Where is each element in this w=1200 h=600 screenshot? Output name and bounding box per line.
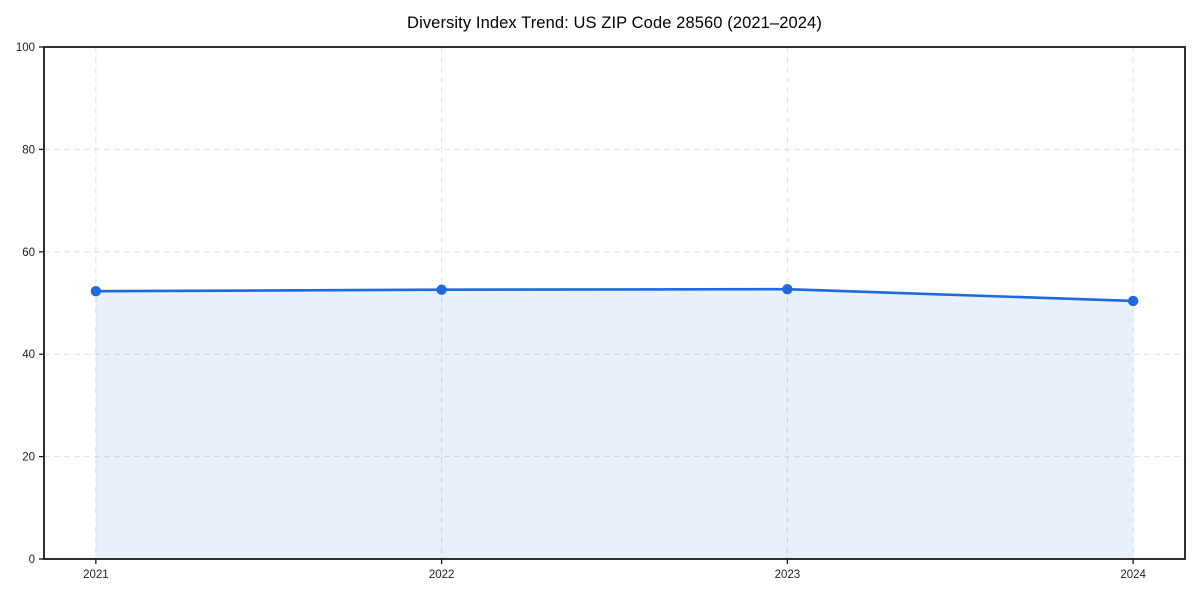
x-tick-label: 2023 [775,569,801,581]
plot-border [43,46,1186,560]
y-tick-label: 0 [29,554,35,566]
x-tick-label: 2021 [83,569,109,581]
data-point-2023 [782,283,793,295]
y-tick-label: 40 [22,349,35,361]
x-tick-label: 2022 [429,569,455,581]
trend-line [94,287,1135,303]
y-tick-label: 80 [22,144,35,156]
x-tick-label: 2024 [1120,569,1146,581]
data-point-2021 [90,286,102,297]
y-tick-label: 100 [16,42,35,54]
data-point-2022 [436,284,447,295]
data-point-2024 [1127,295,1139,307]
y-tick-label: 20 [22,452,35,464]
y-tick-label: 60 [22,247,35,259]
chart-title: Diversity Index Trend: US ZIP Code 28560… [407,14,822,32]
area-fill [95,289,1134,559]
